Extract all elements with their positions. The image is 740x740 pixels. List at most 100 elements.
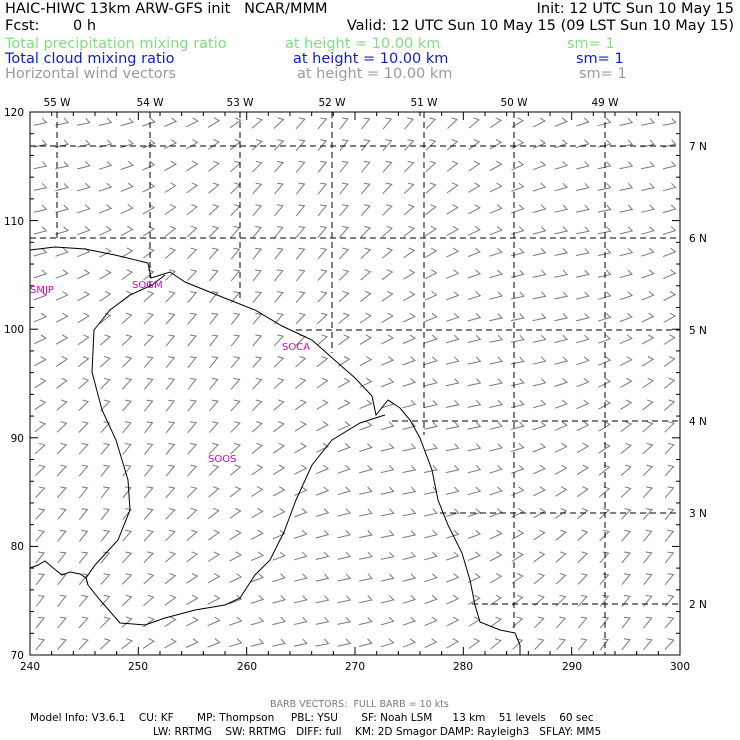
wind-barb [445,465,460,474]
wind-barb [337,464,351,474]
wind-barb [165,399,176,412]
wind-barb [230,247,241,260]
wind-barb [207,594,221,605]
latitude-label: 3 N [689,508,707,520]
wind-barb [230,356,241,369]
wind-barb [641,269,655,279]
wind-barb [229,616,243,626]
wind-barb [468,160,481,172]
wind-barb [295,247,306,260]
wind-barb [446,638,459,649]
wind-barb [534,638,545,650]
wind-barb [207,117,221,128]
wind-barb [489,399,504,408]
wind-barb [57,638,67,651]
wind-barb [100,399,111,412]
wind-barb [359,421,373,431]
wind-barb [144,464,154,477]
wind-barb [424,638,438,649]
wind-barb [295,356,307,368]
wind-barb [78,421,89,433]
wind-barb [467,291,482,300]
wind-barb [662,139,677,148]
wind-barb [207,616,221,627]
wind-barb [55,247,69,257]
wind-barb [532,269,547,278]
wind-barb [597,312,612,322]
wind-barb [533,573,546,585]
wind-barb [272,638,286,647]
wind-barb [78,377,90,389]
wind-barb [641,356,655,367]
wind-barb [209,356,219,369]
wind-barb [56,421,68,433]
forecast-hour: 0 h [73,18,97,34]
wind-barb [599,616,610,629]
wind-barb [187,378,197,390]
wind-barb [100,616,111,629]
wind-barb [98,225,113,236]
wind-barb [510,247,525,257]
wind-barb [359,312,372,324]
wind-barb [35,508,46,520]
wind-barb [315,551,330,560]
wind-barb [489,334,504,343]
wind-barb [511,464,525,474]
wind-barb [468,117,480,129]
wind-barb [143,486,154,499]
wind-barb [122,399,132,412]
wind-barb [252,226,263,238]
wind-barb [33,117,48,126]
wind-barb [142,225,155,237]
wind-barb [446,573,460,583]
wind-barb [489,529,503,540]
wind-barb [142,117,156,127]
wind-barb [208,507,220,520]
wind-barb [144,399,154,412]
wind-barb [98,117,113,126]
wind-barb [641,247,655,257]
wind-barb [532,443,547,453]
wind-barb [555,594,567,607]
wind-barb [532,421,547,431]
wind-barb [122,529,132,542]
wind-barb [425,117,437,130]
wind-barb [164,160,177,171]
wind-barb [120,160,134,171]
wind-barb [489,464,503,474]
wind-barb [272,486,286,497]
station-label-smjp: SMJP [30,285,54,296]
wind-barb [230,442,242,455]
wind-barb [489,139,503,150]
wind-barb [33,139,48,148]
wind-barb [186,551,199,563]
wind-barb [576,356,590,366]
x-tick-label: 280 [453,661,473,673]
wind-barb [122,421,132,434]
field-wind-smooth: sm= 1 [579,66,627,82]
wind-barb [446,269,460,279]
wind-barb [315,638,330,647]
wind-barb [273,399,285,411]
wind-barb [360,290,372,302]
wind-barb [533,551,546,563]
wind-barb [510,378,525,387]
wind-barb [402,290,416,302]
wind-barb [339,161,349,173]
wind-barb [489,204,503,214]
longitude-label: 53 W [226,97,254,109]
wind-barb [621,638,631,651]
wind-barb [78,573,89,586]
wind-barb [381,269,394,281]
wind-barb [642,508,653,520]
wind-barb [511,139,525,150]
wind-barb [229,529,242,541]
wind-barb [533,529,546,541]
wind-barb [445,378,460,387]
wind-barb [511,443,525,452]
wind-barb [78,486,89,499]
wind-barb [207,139,221,150]
coastline-south [85,274,386,626]
wind-barb [468,616,481,627]
wind-barb [621,573,631,586]
